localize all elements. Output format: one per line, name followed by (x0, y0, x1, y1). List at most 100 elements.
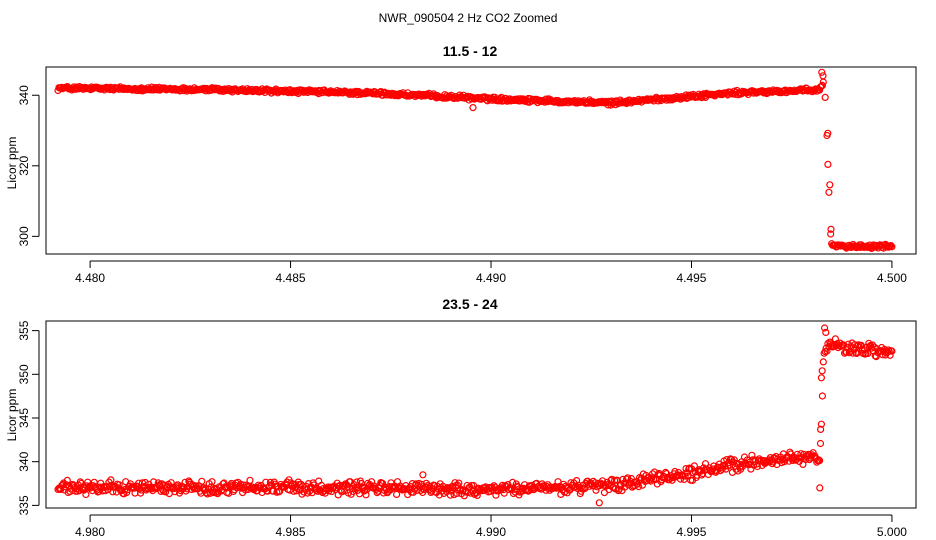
data-point (335, 482, 343, 491)
data-point-outlier (816, 425, 825, 433)
data-point (685, 465, 693, 473)
data-point (819, 358, 827, 366)
data-point-outlier (816, 484, 824, 492)
data-point (141, 478, 149, 487)
data-point (157, 487, 165, 495)
data-point (500, 489, 508, 497)
data-point (823, 347, 831, 355)
x-tick-label: 4.490 (476, 271, 506, 285)
plot-frame-top (45, 66, 917, 255)
data-point (198, 477, 206, 485)
data-point (818, 81, 827, 90)
x-tick-label: 4.485 (276, 271, 306, 285)
data-point (138, 479, 146, 487)
y-tick-label: 300 (17, 226, 31, 246)
data-point (167, 479, 175, 487)
data-point (557, 490, 565, 498)
data-point (225, 489, 233, 497)
panel-title-top: 11.5 - 12 (443, 43, 498, 59)
data-point (888, 243, 896, 251)
data-point (328, 487, 336, 496)
data-point-outlier (817, 374, 826, 382)
y-axis-label-bottom: Licor ppm (5, 389, 19, 442)
data-point-outlier (419, 471, 427, 479)
data-point (886, 351, 894, 359)
data-point (824, 339, 832, 348)
y-tick-label: 355 (17, 320, 31, 340)
data-point (262, 478, 270, 486)
data-point (321, 489, 329, 497)
data-point (508, 478, 517, 486)
data-point (393, 490, 401, 498)
data-point (821, 93, 829, 102)
data-point (817, 420, 826, 428)
x-tick-label: 4.995 (676, 525, 706, 539)
axes-top: 4.480 4.485 4.490 4.495 4.500 300 320 340 (17, 85, 907, 285)
data-point-outlier (822, 328, 830, 336)
axes-bottom: 4.980 4.985 4.990 4.995 5.000 335 340 345 350 355 (17, 320, 907, 539)
data-points-bottom (54, 324, 896, 507)
data-point-outlier (818, 68, 826, 76)
data-point (137, 489, 145, 497)
data-point (409, 488, 417, 496)
data-point (82, 490, 90, 499)
data-point (621, 483, 629, 491)
y-tick-label: 340 (17, 85, 31, 105)
data-point (527, 486, 535, 494)
data-point (818, 392, 827, 400)
x-tick-label: 4.985 (276, 525, 306, 539)
data-point (208, 478, 216, 486)
panel-title-bottom: 23.5 - 24 (442, 296, 497, 312)
data-point (824, 160, 832, 168)
data-point (815, 457, 824, 465)
data-point (202, 489, 210, 497)
figure-title: NWR_090504 2 Hz CO2 Zoomed (379, 11, 558, 25)
data-point (446, 491, 454, 499)
data-point (681, 472, 689, 480)
data-point-outlier (595, 499, 603, 507)
y-tick-label: 335 (17, 495, 31, 515)
data-point (304, 489, 312, 497)
data-point (825, 188, 833, 196)
data-point (154, 479, 162, 487)
x-tick-label: 4.480 (75, 271, 105, 285)
data-point (887, 242, 895, 250)
data-point-outlier (819, 72, 827, 80)
data-point-outlier (469, 103, 477, 112)
data-point (362, 491, 370, 499)
data-point-outlier (818, 367, 826, 375)
x-tick-label: 4.990 (476, 525, 506, 539)
data-point (817, 82, 826, 91)
data-point (864, 349, 872, 358)
data-point (220, 479, 228, 487)
data-point (852, 349, 860, 357)
data-point-outlier (827, 225, 835, 233)
x-tick-label: 5.000 (877, 525, 907, 539)
data-point (227, 479, 236, 488)
data-point (849, 349, 857, 357)
data-point (246, 476, 254, 484)
data-point (842, 348, 851, 356)
data-point (287, 479, 295, 487)
y-tick-label: 340 (17, 451, 31, 471)
data-point (827, 230, 835, 238)
data-point (406, 486, 414, 494)
y-tick-label: 350 (17, 364, 31, 384)
data-points-top (54, 68, 896, 252)
data-point (748, 451, 756, 459)
x-tick-label: 4.500 (877, 271, 907, 285)
x-tick-label: 4.495 (676, 271, 706, 285)
data-point-outlier (824, 129, 832, 137)
data-point (888, 347, 896, 355)
data-point (635, 483, 643, 491)
data-point-outlier (820, 324, 829, 332)
data-point (840, 341, 848, 349)
y-axis-label-top: Licor ppm (5, 137, 19, 190)
y-tick-label: 345 (17, 408, 31, 428)
plot-frame-bottom (45, 320, 917, 509)
y-tick-label: 320 (17, 155, 31, 175)
data-point (797, 450, 805, 458)
panel-top: 11.5 - 12 Licor ppm 4.480 4.485 4.490 4.495… (5, 43, 917, 285)
data-point (90, 478, 98, 486)
